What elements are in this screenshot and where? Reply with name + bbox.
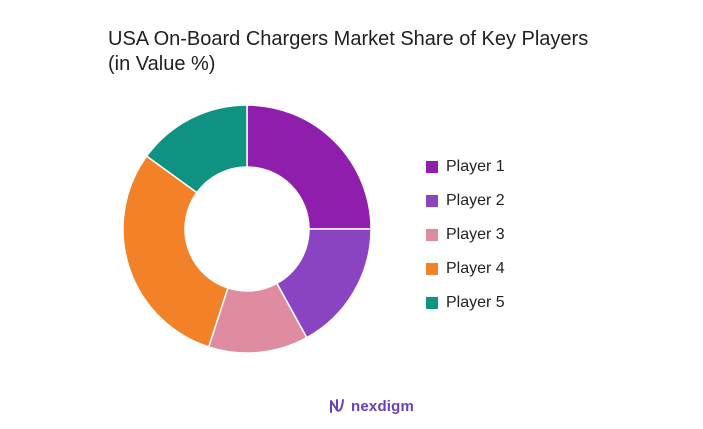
legend-swatch	[426, 195, 438, 207]
legend-item: Player 5	[426, 286, 505, 320]
legend-item: Player 4	[426, 252, 505, 286]
slice-player-4	[122, 155, 229, 348]
chart-title-line-2: (in Value %)	[108, 53, 216, 75]
legend-item: Player 2	[426, 184, 505, 218]
chart-legend: Player 1 Player 2 Player 3 Player 4 Player 5	[426, 150, 505, 320]
legend-label: Player 4	[446, 260, 505, 277]
legend-swatch	[426, 263, 438, 275]
slice-player-1	[246, 104, 372, 230]
legend-label: Player 1	[446, 158, 505, 175]
slice-player-5	[145, 104, 248, 194]
brand-name: nexdigm	[351, 397, 415, 415]
legend-label: Player 2	[446, 192, 505, 209]
brand-footer: nexdigm	[328, 397, 414, 415]
legend-label: Player 5	[446, 294, 505, 311]
legend-item: Player 3	[426, 218, 505, 252]
chart-title: USA On-Board Chargers Market Share of Ke…	[108, 27, 668, 77]
legend-label: Player 3	[446, 226, 505, 243]
chart-title-line-1: USA On-Board Chargers Market Share of Ke…	[108, 28, 589, 50]
nexdigm-logo-icon	[330, 399, 344, 413]
legend-swatch	[426, 161, 438, 173]
legend-item: Player 1	[426, 150, 505, 184]
legend-swatch	[426, 297, 438, 309]
legend-swatch	[426, 229, 438, 241]
